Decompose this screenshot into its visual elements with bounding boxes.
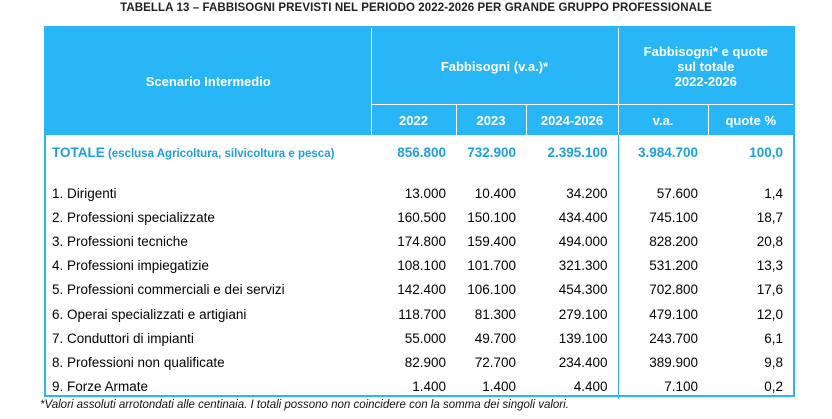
table-row: 3. Professioni tecniche 174.800 159.400 … xyxy=(46,229,793,254)
row-label: 6. Operai specializzati e artigiani xyxy=(52,306,247,322)
cell-value: 174.800 xyxy=(397,233,446,249)
table-row: 8. Professioni non qualificate 82.900 72… xyxy=(46,350,793,375)
cell-value: 100,0 xyxy=(749,144,784,160)
cell-value: 55.000 xyxy=(404,330,446,346)
table-row-total: TOTALE (esclusa Agricoltura, silvicoltur… xyxy=(46,135,793,169)
col-header-va: v.a. xyxy=(617,104,709,135)
cell-value: 6,1 xyxy=(764,330,784,346)
cell-value: 1.400 xyxy=(482,379,516,395)
table-row: 9. Forze Armate 1.400 1.400 4.400 7.100 … xyxy=(46,374,793,399)
total-label: TOTALE xyxy=(52,144,105,160)
cell-value: 142.400 xyxy=(397,282,446,298)
cell-value: 321.300 xyxy=(558,258,608,274)
cell-value: 150.100 xyxy=(467,209,516,225)
table-row: 2. Professioni specializzate 160.500 150… xyxy=(46,205,793,230)
table-title: TABELLA 13 – FABBISOGNI PREVISTI NEL PER… xyxy=(120,2,712,14)
col-header-2022: 2022 xyxy=(370,104,456,135)
cell-value: 81.300 xyxy=(474,306,516,322)
table-spacer xyxy=(46,169,793,181)
cell-value: 12,0 xyxy=(756,306,784,322)
cell-value: 3.984.700 xyxy=(617,135,709,169)
row-label: 7. Conduttori di impianti xyxy=(52,330,194,346)
cell-value: 118.700 xyxy=(398,306,446,322)
row-label: 3. Professioni tecniche xyxy=(52,233,188,249)
cell-value: 34.200 xyxy=(566,185,608,201)
row-label: 2. Professioni specializzate xyxy=(52,209,215,225)
cell-value: 1,4 xyxy=(764,185,784,201)
cell-value: 454.300 xyxy=(558,282,608,298)
row-label: 1. Dirigenti xyxy=(52,185,117,201)
row-label: 5. Professioni commerciali e dei servizi xyxy=(52,282,285,298)
header-fabbisogni-quote-line1: Fabbisogni* e quote xyxy=(643,43,768,59)
header-scenario: Scenario Intermedio xyxy=(46,28,371,135)
table-row: 7. Conduttori di impianti 55.000 49.700 … xyxy=(46,326,793,351)
cell-value: 9,8 xyxy=(764,354,784,370)
cell-value: 4.400 xyxy=(573,379,608,395)
table-row: 4. Professioni impiegatizie 108.100 101.… xyxy=(46,253,793,278)
cell-value: 159.400 xyxy=(467,233,516,249)
cell-value: 279.100 xyxy=(558,306,608,322)
cell-value: 745.100 xyxy=(617,205,709,230)
header-fabbisogni-quote-line3: 2022-2026 xyxy=(674,73,737,89)
cell-value: 243.700 xyxy=(617,326,709,351)
cell-value: 108.100 xyxy=(397,258,446,274)
cell-value: 828.200 xyxy=(617,229,709,254)
cell-value: 1.400 xyxy=(412,379,446,395)
total-note: (esclusa Agricoltura, silvicoltura e pes… xyxy=(104,147,335,160)
row-label: 9. Forze Armate xyxy=(52,379,149,395)
cell-value: 106.100 xyxy=(467,282,516,298)
cell-value: 139.100 xyxy=(558,330,608,346)
cell-value: 101.700 xyxy=(467,258,516,274)
cell-value: 494.000 xyxy=(558,233,608,249)
cell-value: 18,7 xyxy=(756,209,784,225)
cell-value: 13,3 xyxy=(756,258,784,274)
header-fabbisogni: Fabbisogni (v.a.)* xyxy=(370,28,619,105)
cell-value: 49.700 xyxy=(474,330,516,346)
col-header-2024-2026: 2024-2026 xyxy=(525,104,619,135)
footnote: *Valori assoluti arrotondati alle centin… xyxy=(40,399,569,411)
cell-value: 13.000 xyxy=(404,185,446,201)
cell-value: 702.800 xyxy=(617,277,709,302)
col-header-quote: quote % xyxy=(707,104,794,135)
header-fabbisogni-quote: Fabbisogni* e quote sul totale 2022-2026 xyxy=(617,28,794,105)
cell-value: 57.600 xyxy=(617,181,709,206)
cell-value: 234.400 xyxy=(558,354,608,370)
table-row: 5. Professioni commerciali e dei servizi… xyxy=(46,277,793,302)
cell-value: 20,8 xyxy=(756,233,784,249)
cell-value: 10.400 xyxy=(474,185,516,201)
table-row: 1. Dirigenti 13.000 10.400 34.200 57.600… xyxy=(46,181,793,206)
cell-value: 160.500 xyxy=(397,209,446,225)
cell-value: 856.800 xyxy=(397,144,446,160)
table-row: 6. Operai specializzati e artigiani 118.… xyxy=(46,301,793,327)
cell-value: 531.200 xyxy=(617,253,709,278)
row-label: 8. Professioni non qualificate xyxy=(52,354,225,370)
cell-value: 17,6 xyxy=(756,282,784,298)
cell-value: 0,2 xyxy=(764,379,784,395)
cell-value: 82.900 xyxy=(404,354,446,370)
needs-table: Scenario Intermedio Fabbisogni (v.a.)* F… xyxy=(46,28,794,399)
cell-value: 389.900 xyxy=(617,350,709,375)
cell-value: 732.900 xyxy=(467,144,516,160)
cell-value: 2.395.100 xyxy=(547,144,608,160)
row-label: 4. Professioni impiegatizie xyxy=(52,258,209,274)
row-label-total: TOTALE (esclusa Agricoltura, silvicoltur… xyxy=(46,135,371,169)
cell-value: 479.100 xyxy=(617,301,709,327)
header-fabbisogni-quote-line2: sul totale xyxy=(677,58,735,74)
table-frame xyxy=(44,26,795,397)
col-header-2023: 2023 xyxy=(455,104,526,135)
cell-value: 434.400 xyxy=(558,209,608,225)
cell-value: 72.700 xyxy=(474,354,516,370)
cell-value: 7.100 xyxy=(617,374,709,399)
